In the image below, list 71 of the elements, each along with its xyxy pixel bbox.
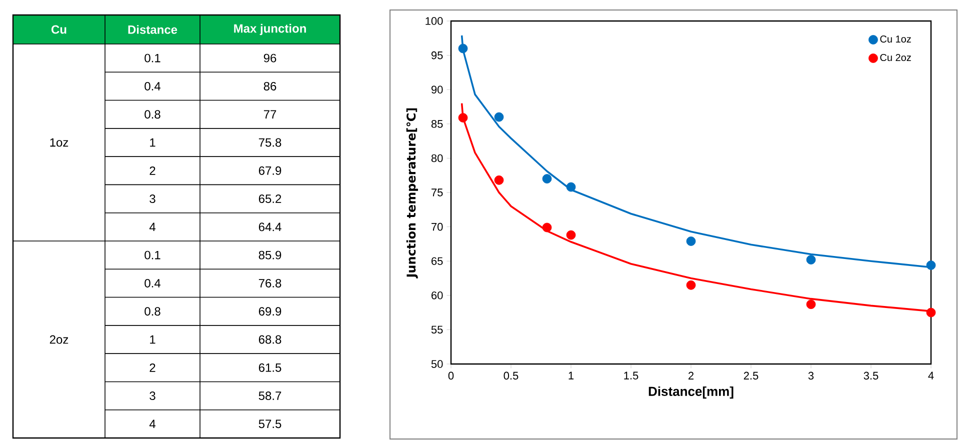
- y-tick-label: 100: [426, 17, 443, 25]
- text: 0.8: [144, 110, 160, 119]
- text: 3: [150, 194, 156, 204]
- text: 64.4: [258, 222, 282, 232]
- legend-label: Cu 2oz: [880, 54, 911, 62]
- legend-label: Cu 1oz: [880, 35, 911, 43]
- point: [542, 174, 552, 184]
- text: 96: [264, 54, 276, 62]
- x-tick-label: 2: [688, 372, 694, 380]
- text: 0.8: [144, 307, 160, 316]
- text: 0.4: [144, 82, 160, 90]
- point: [806, 300, 816, 310]
- y-tick-label: 85: [431, 120, 443, 128]
- text: 2: [150, 166, 156, 175]
- point: [926, 260, 936, 270]
- text: 4: [149, 420, 156, 428]
- x-tick-label: 0: [448, 372, 454, 380]
- y-tick-label: 80: [431, 154, 443, 162]
- text: 58.7: [258, 392, 282, 400]
- x-tick-label: 3.5: [864, 372, 878, 380]
- x-axis-title: Distance[mm]: [648, 386, 734, 399]
- text: 3: [150, 392, 156, 400]
- text: 86: [264, 82, 276, 90]
- text: 4: [149, 222, 156, 232]
- point: [458, 44, 468, 54]
- text: Distance: [128, 25, 178, 34]
- y-tick-label: 75: [432, 188, 443, 196]
- text: Max junction: [234, 24, 306, 36]
- y-tick-label: 95: [431, 51, 443, 60]
- text: 57.5: [258, 420, 282, 428]
- x-tick-label: 1: [568, 372, 574, 380]
- y-tick-label: 90: [431, 86, 443, 94]
- text: 69.9: [258, 307, 282, 316]
- y-tick-label: 55: [431, 326, 443, 334]
- text: 1: [150, 335, 156, 344]
- point: [806, 255, 816, 264]
- text: 0.1: [144, 250, 160, 260]
- point: [494, 112, 504, 122]
- point: [566, 230, 576, 240]
- text: 67.9: [258, 166, 282, 175]
- text: 65.2: [258, 194, 282, 204]
- point: [494, 175, 504, 185]
- x-tick-label: 2.5: [744, 372, 758, 380]
- text: 61.5: [258, 363, 282, 372]
- x-tick-label: 1.5: [624, 372, 638, 380]
- y-tick-label: 50: [431, 360, 443, 368]
- point: [686, 236, 696, 246]
- point: [542, 222, 552, 232]
- text: 0.1: [144, 54, 160, 62]
- text: 0.4: [144, 278, 160, 288]
- y-tick-label: 70: [432, 222, 443, 231]
- point: [566, 182, 576, 192]
- x-tick-label: 4: [928, 372, 934, 380]
- x-tick-label: 3: [808, 372, 814, 380]
- text: 85.9: [258, 250, 282, 260]
- y-axis-title: Junction temperature[℃]: [406, 108, 418, 278]
- point: [926, 308, 936, 318]
- y-tick-label: 65: [432, 257, 443, 265]
- y-tick-label: 60: [432, 292, 443, 300]
- text: 77: [264, 110, 276, 118]
- x-tick-label: 0.5: [504, 372, 518, 380]
- text: 68.8: [258, 335, 282, 344]
- text: 1: [150, 138, 156, 147]
- text: Cu: [51, 25, 66, 34]
- point: [458, 113, 468, 122]
- text: 75.8: [258, 138, 282, 147]
- category-label: 1oz: [50, 138, 68, 147]
- text: 2: [150, 363, 156, 372]
- category-label: 2oz: [50, 335, 68, 344]
- point: [686, 280, 696, 290]
- text: 76.8: [258, 278, 282, 288]
